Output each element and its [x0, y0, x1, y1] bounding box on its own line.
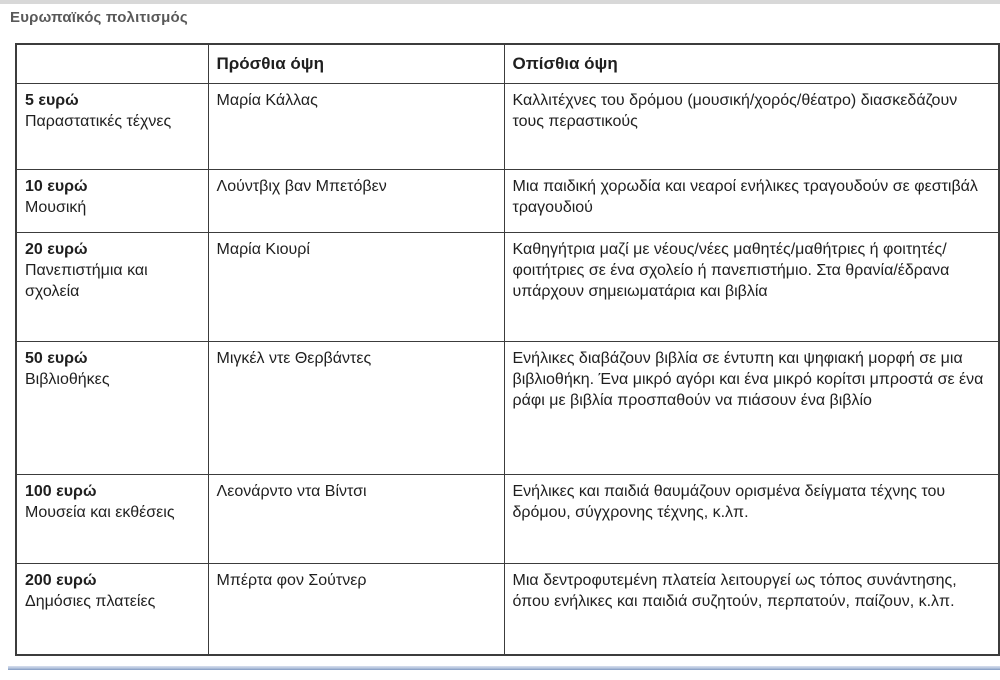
table-row: 200 ευρώ Δημόσιες πλατείες Μπέρτα φον Σο…: [15, 562, 1000, 656]
front-side-text: Λούντβιχ βαν Μπετόβεν: [216, 177, 387, 195]
denomination-label: 200 ευρώ: [25, 571, 97, 589]
cell-front: Μιγκέλ ντε Θερβάντες: [207, 340, 505, 475]
front-side-text: Μαρία Κάλλας: [216, 91, 318, 109]
cell-front: Λούντβιχ βαν Μπετόβεν: [207, 168, 505, 233]
cell-back: Ενήλικες και παιδιά θαυμάζουν ορισμένα δ…: [503, 473, 1000, 564]
denomination-label: 10 ευρώ: [25, 177, 88, 195]
table-row: 10 ευρώ Μουσική Λούντβιχ βαν Μπετόβεν Μι…: [15, 168, 1000, 233]
category-label: Πανεπιστήμια και σχολεία: [25, 261, 148, 300]
back-side-text: Καθηγήτρια μαζί με νέους/νέες μαθητές/μα…: [512, 240, 950, 300]
back-side-text: Ενήλικες και παιδιά θαυμάζουν ορισμένα δ…: [512, 482, 946, 521]
cell-front: Μαρία Κιουρί: [207, 231, 505, 342]
cell-front: Μπέρτα φον Σούτνερ: [207, 562, 505, 656]
table-row: 20 ευρώ Πανεπιστήμια και σχολεία Μαρία Κ…: [15, 231, 1000, 342]
cell-back: Ενήλικες διαβάζουν βιβλία σε έντυπη και …: [503, 340, 1000, 475]
back-side-text: Μια παιδική χορωδία και νεαροί ενήλικες …: [512, 177, 978, 216]
back-side-text: Καλλιτέχνες του δρόμου (μουσική/χορός/θέ…: [512, 91, 958, 130]
bottom-accent-rule: [8, 666, 1000, 670]
category-label: Μουσική: [25, 198, 87, 216]
cell-denomination: 50 ευρώ Βιβλιοθήκες: [15, 340, 209, 475]
front-side-text: Λεονάρντο ντα Βίντσι: [216, 482, 367, 500]
category-label: Μουσεία και εκθέσεις: [25, 503, 175, 521]
cell-back: Μια δεντροφυτεμένη πλατεία λειτουργεί ως…: [503, 562, 1000, 656]
denomination-label: 5 ευρώ: [25, 91, 79, 109]
header-cell-front: Πρόσθια όψη: [207, 43, 505, 84]
category-label: Βιβλιοθήκες: [25, 370, 110, 388]
top-divider-bar: [0, 0, 1000, 4]
front-side-text: Μιγκέλ ντε Θερβάντες: [216, 349, 372, 367]
cell-denomination: 100 ευρώ Μουσεία και εκθέσεις: [15, 473, 209, 564]
back-side-text: Ενήλικες διαβάζουν βιβλία σε έντυπη και …: [512, 349, 984, 409]
page-title: Ευρωπαϊκός πολιτισμός: [10, 9, 188, 26]
cell-back: Καθηγήτρια μαζί με νέους/νέες μαθητές/μα…: [503, 231, 1000, 342]
euro-culture-table: Πρόσθια όψη Οπίσθια όψη 5 ευρώ Παραστατι…: [15, 43, 1000, 656]
cell-denomination: 20 ευρώ Πανεπιστήμια και σχολεία: [15, 231, 209, 342]
header-cell-empty: [15, 43, 209, 84]
cell-denomination: 5 ευρώ Παραστατικές τέχνες: [15, 82, 209, 170]
cell-denomination: 10 ευρώ Μουσική: [15, 168, 209, 233]
front-side-text: Μαρία Κιουρί: [216, 240, 310, 258]
category-label: Παραστατικές τέχνες: [25, 112, 172, 130]
cell-front: Λεονάρντο ντα Βίντσι: [207, 473, 505, 564]
front-side-text: Μπέρτα φον Σούτνερ: [216, 571, 367, 589]
table-row: 100 ευρώ Μουσεία και εκθέσεις Λεονάρντο …: [15, 473, 1000, 564]
cell-denomination: 200 ευρώ Δημόσιες πλατείες: [15, 562, 209, 656]
cell-front: Μαρία Κάλλας: [207, 82, 505, 170]
category-label: Δημόσιες πλατείες: [25, 592, 156, 610]
table-header: Πρόσθια όψη Οπίσθια όψη: [15, 43, 1000, 84]
denomination-label: 100 ευρώ: [25, 482, 97, 500]
cell-back: Μια παιδική χορωδία και νεαροί ενήλικες …: [503, 168, 1000, 233]
cell-back: Καλλιτέχνες του δρόμου (μουσική/χορός/θέ…: [503, 82, 1000, 170]
table-row: 50 ευρώ Βιβλιοθήκες Μιγκέλ ντε Θερβάντες…: [15, 340, 1000, 475]
header-row: Πρόσθια όψη Οπίσθια όψη: [15, 43, 1000, 84]
back-side-text: Μια δεντροφυτεμένη πλατεία λειτουργεί ως…: [512, 571, 957, 610]
header-cell-back: Οπίσθια όψη: [503, 43, 1000, 84]
denomination-label: 50 ευρώ: [25, 349, 88, 367]
table-body: 5 ευρώ Παραστατικές τέχνες Μαρία Κάλλας …: [15, 82, 1000, 656]
denomination-label: 20 ευρώ: [25, 240, 88, 258]
table-row: 5 ευρώ Παραστατικές τέχνες Μαρία Κάλλας …: [15, 82, 1000, 170]
